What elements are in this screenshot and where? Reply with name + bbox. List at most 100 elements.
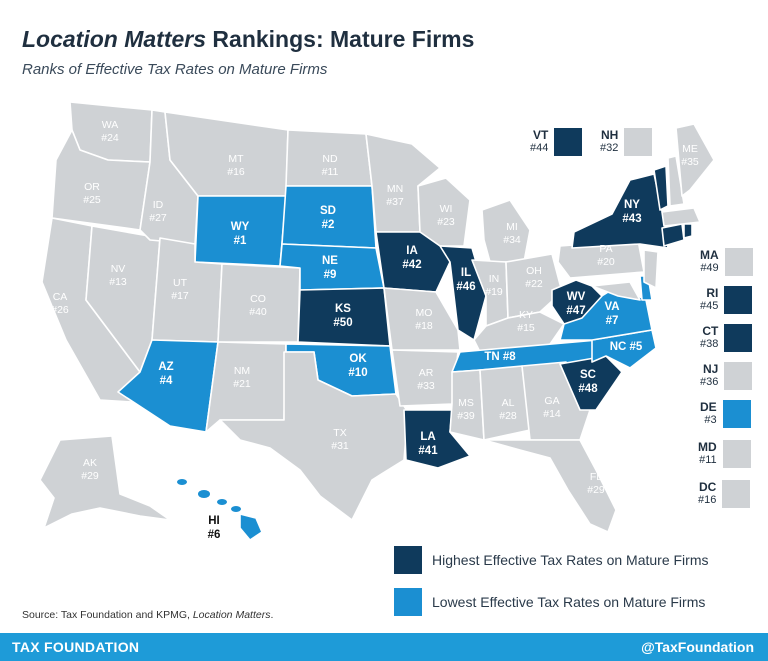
label-WY-rank: #1 xyxy=(234,235,247,247)
label-AK-abbr: AK xyxy=(83,457,97,469)
label-WI-rank: #23 xyxy=(437,216,455,228)
label-ME-rank: #35 xyxy=(681,156,699,168)
label-AR-abbr: AR xyxy=(419,367,434,379)
page-title: Location Matters Rankings: Mature Firms xyxy=(22,26,474,53)
label-CO-abbr: CO xyxy=(250,293,266,305)
state-WI xyxy=(417,177,471,247)
label-IN-rank: #19 xyxy=(485,286,503,298)
state-MD xyxy=(591,281,641,301)
label-OR-rank: #25 xyxy=(83,194,101,206)
label-NC-rank: #5 xyxy=(630,341,643,353)
side-DC-swatch xyxy=(722,480,751,508)
label-WI-abbr: WI xyxy=(440,203,453,215)
side-VT-swatch xyxy=(554,128,583,156)
label-MT-rank: #16 xyxy=(227,166,245,178)
side-VT: VT #44 xyxy=(530,128,583,156)
label-PA-abbr: PA xyxy=(599,243,612,255)
side-MD: MD #11 xyxy=(698,440,751,468)
label-AL-abbr: AL xyxy=(502,397,515,409)
side-NJ: NJ #36 xyxy=(700,362,753,390)
label-MN-abbr: MN xyxy=(387,183,403,195)
label-FL-rank: #29 xyxy=(587,484,605,496)
label-GA-rank: #14 xyxy=(543,408,561,420)
label-OK-rank: #10 xyxy=(348,367,367,379)
label-IL-abbr: IL xyxy=(461,267,471,279)
svg-text:WA#24: WA #24 xyxy=(101,119,119,144)
state-FL xyxy=(483,439,617,533)
label-FL-abbr: FL xyxy=(590,471,602,483)
side-DC-abbr: DC xyxy=(699,480,717,494)
side-CT-abbr: CT xyxy=(702,324,719,338)
label-WY-abbr: WY xyxy=(231,221,250,233)
state-VT xyxy=(653,165,669,211)
hi-island-3 xyxy=(217,499,227,505)
legend-swatch-low xyxy=(394,588,422,616)
svg-text:MI#34: MI #34 xyxy=(503,221,521,246)
side-DC-rank: #16 xyxy=(698,494,717,506)
label-MS-rank: #39 xyxy=(457,410,475,422)
label-KY-abbr: KY xyxy=(519,309,533,321)
side-NH-rank: #32 xyxy=(600,142,619,154)
label-WV-rank: #47 xyxy=(566,305,585,317)
svg-text:LA#41: LA #41 xyxy=(418,431,438,457)
svg-text:AK#29: AK #29 xyxy=(81,457,99,482)
page-subtitle: Ranks of Effective Tax Rates on Mature F… xyxy=(22,61,328,78)
label-KY-rank: #15 xyxy=(517,322,535,334)
side-MD-rank: #11 xyxy=(699,454,717,466)
state-NH xyxy=(667,155,685,207)
svg-text:MN#37: MN #37 xyxy=(386,183,404,208)
label-CA-rank: #26 xyxy=(51,304,69,316)
state-MS xyxy=(449,369,485,441)
side-DE-swatch xyxy=(722,400,751,428)
side-MA-swatch xyxy=(724,248,753,276)
svg-text:WY#1: WY #1 xyxy=(231,221,250,247)
source-note: Source: Tax Foundation and KPMG, Locatio… xyxy=(22,609,273,621)
label-CA-abbr: CA xyxy=(53,291,68,303)
side-CT-rank: #38 xyxy=(700,338,719,350)
label-AR-rank: #33 xyxy=(417,380,435,392)
label-VA-abbr: VA xyxy=(604,301,619,313)
svg-text:AL#28: AL #28 xyxy=(499,397,517,422)
label-MN-rank: #37 xyxy=(386,196,404,208)
svg-text:UT#17: UT #17 xyxy=(171,277,189,302)
svg-text:ND#11: ND #11 xyxy=(322,153,339,178)
label-NC-abbr: NC xyxy=(610,341,630,353)
source-suffix: . xyxy=(270,609,274,621)
svg-text:ID#27: ID #27 xyxy=(149,199,167,224)
label-PA-rank: #20 xyxy=(597,256,615,268)
title-italic: Location Matters xyxy=(22,26,207,52)
side-MA-abbr: MA xyxy=(700,248,719,262)
label-AL-rank: #28 xyxy=(499,410,517,422)
state-WV xyxy=(551,279,603,325)
source-italic: Location Matters xyxy=(192,609,271,621)
side-VT-abbr: VT xyxy=(533,128,549,142)
label-WA-rank: #24 xyxy=(101,132,119,144)
svg-text:WI#23: WI #23 xyxy=(437,203,455,228)
side-NH-abbr: NH xyxy=(601,128,619,142)
svg-text:NM#21: NM #21 xyxy=(233,365,251,390)
svg-text:KY#15: KY #15 xyxy=(517,309,535,334)
label-ID-abbr: ID xyxy=(153,199,164,211)
state-CT xyxy=(661,223,685,247)
label-AK-rank: #29 xyxy=(81,470,99,482)
svg-text:NY#43: NY #43 xyxy=(622,199,641,225)
svg-text:GA#14: GA #14 xyxy=(543,395,561,420)
label-OR-abbr: OR xyxy=(84,181,100,193)
svg-text:MT#16: MT #16 xyxy=(227,153,245,178)
label-NM-abbr: NM xyxy=(234,365,250,377)
label-IA-rank: #42 xyxy=(402,259,421,271)
side-CT: CT #38 xyxy=(700,324,753,352)
side-VT-rank: #44 xyxy=(530,142,549,154)
label-AZ-rank: #4 xyxy=(160,375,173,387)
footer-handle: @TaxFoundation xyxy=(641,639,754,655)
label-TX-abbr: TX xyxy=(333,427,346,439)
svg-text:OH#22: OH #22 xyxy=(525,265,543,290)
side-MD-abbr: MD xyxy=(698,440,717,454)
svg-text:IL#46: IL #46 xyxy=(456,267,475,293)
label-ME-abbr: ME xyxy=(682,143,698,155)
hi-big-island xyxy=(239,513,263,541)
side-RI-abbr: RI xyxy=(706,286,719,300)
state-SD xyxy=(281,185,377,249)
svg-text:NV#13: NV #13 xyxy=(109,263,127,288)
label-MS-abbr: MS xyxy=(458,397,474,409)
